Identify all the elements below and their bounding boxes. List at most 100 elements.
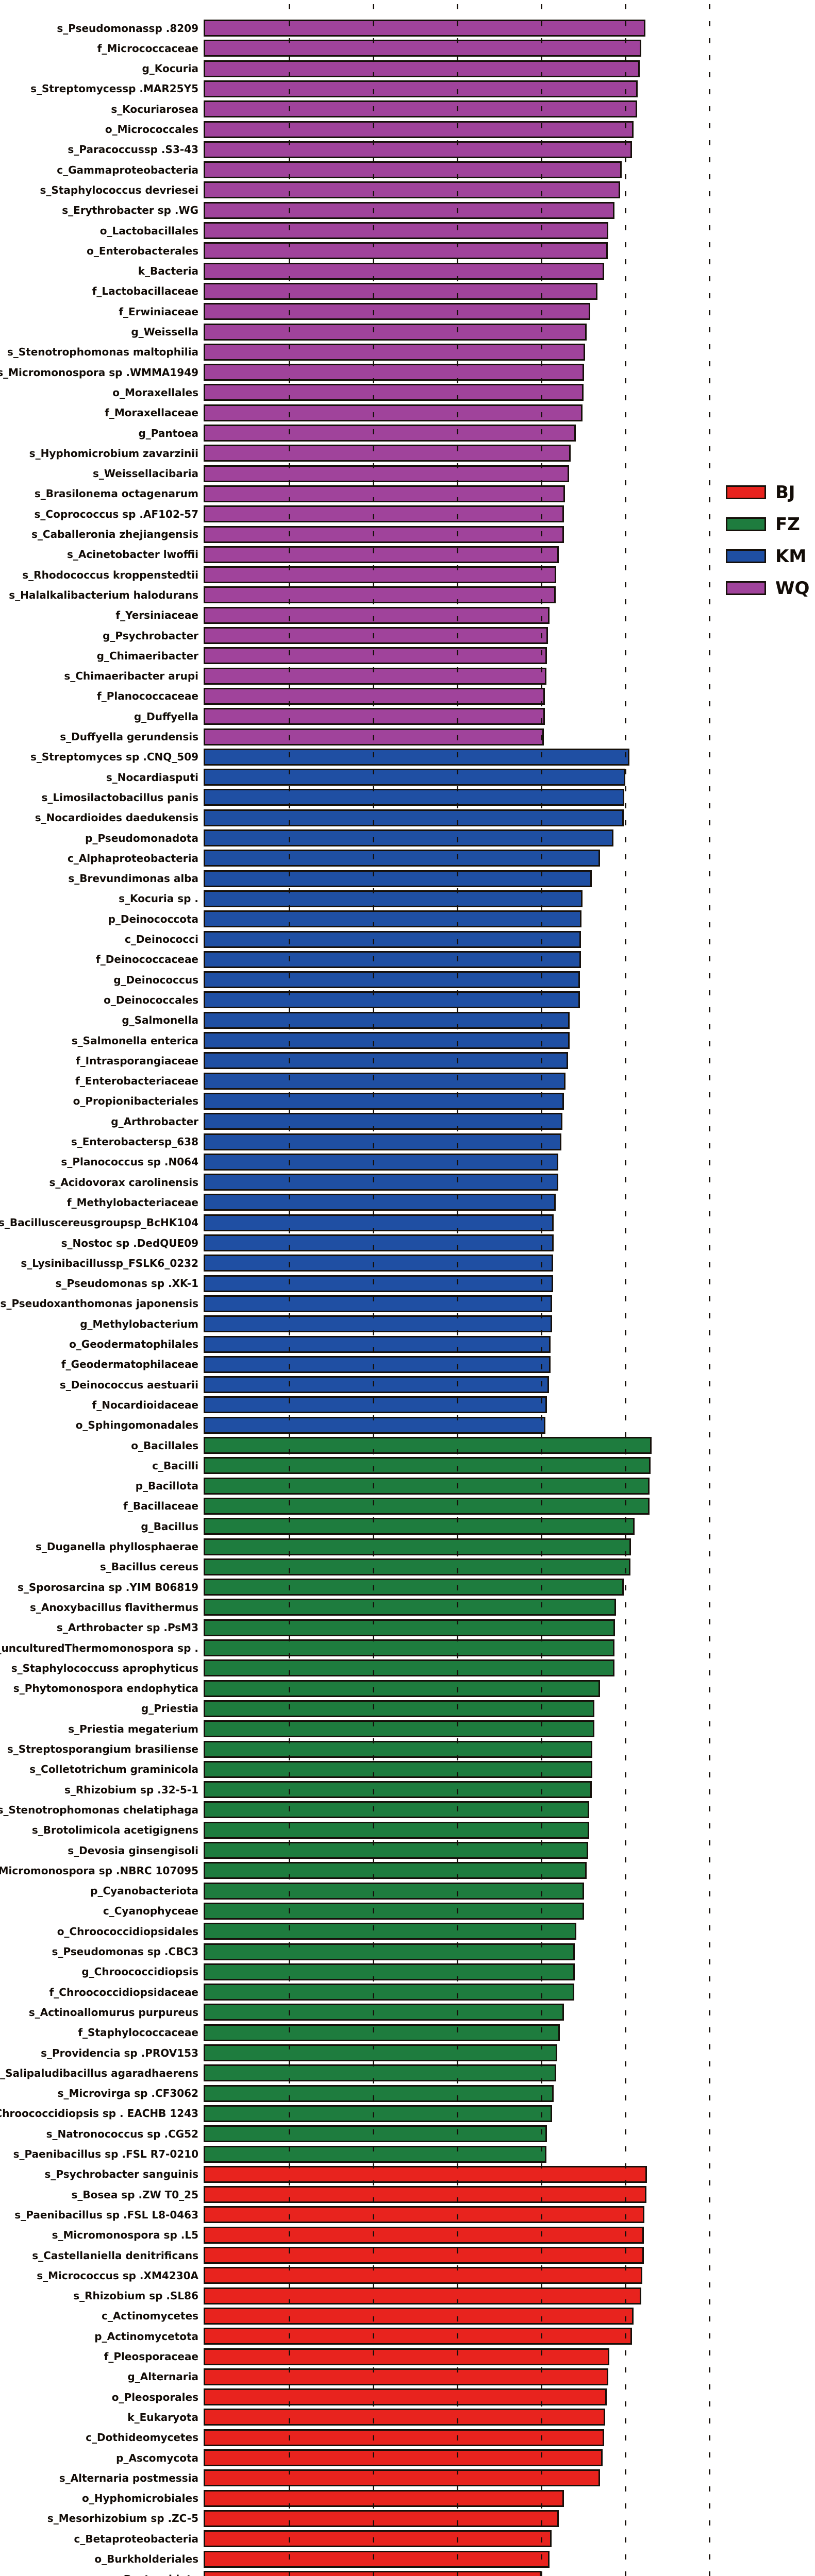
lda-bar-fz [204,1558,630,1575]
lda-bar-fz [204,1457,651,1475]
bar-row: s_Devosia ginsengisoli [0,1842,815,1859]
bar-row: f_Bacillaceae [0,1497,815,1515]
bar-row: s_Paracoccussp .S3-43 [0,141,815,158]
lda-bar-bj [204,2489,564,2507]
taxon-label: k_Bacteria [138,265,198,278]
lda-bar-wq [204,222,609,239]
taxon-label: s_Duganella phyllosphaerae [35,1540,198,1553]
bar-row: s_Rhizobium sp .32-5-1 [0,1781,815,1799]
lda-bar-km [204,789,625,806]
legend-label: WQ [775,578,810,599]
lda-bar-wq [204,121,634,138]
taxon-label: s_Nocardioides daedukensis [35,811,198,824]
lda-bar-wq [204,80,638,97]
taxon-label: g_Salmonella [122,1014,198,1027]
bar-row: s_Psychrobacter sanguinis [0,2165,815,2183]
bar-row: f_Micrococcaceae [0,40,815,57]
taxon-label: s_Providencia sp .PROV153 [41,2046,198,2059]
taxon-label: s_Chimaeribacter arupi [64,670,198,683]
bar-row: f_Pleosporaceae [0,2348,815,2365]
bar-row: o_Hyphomicrobiales [0,2489,815,2507]
taxon-label: s_Salipaludibacillus agaradhaerens [0,2066,198,2079]
taxon-label: s_Hyphomicrobium zavarzinii [29,447,198,460]
bar-row: g_Alternaria [0,2368,815,2385]
bar-row: s_Rhizobium sp .SL86 [0,2287,815,2304]
lda-bar-km [204,1153,558,1171]
taxon-label: s_Staphylococcuss aprophyticus [11,1662,198,1674]
taxon-label: s_Pseudomonas sp .CBC3 [52,1945,198,1958]
lda-bar-bj [204,2530,552,2548]
lda-bar-km [204,1416,546,1434]
taxon-label: o_Chroococcidiopsidales [57,1925,198,1938]
taxon-label: o_Lactobacillales [99,224,198,237]
bar-row: f_Nocardioidaceae [0,1396,815,1414]
lda-bar-wq [204,445,571,462]
bar-row: o_Pleosporales [0,2388,815,2406]
bar-row: s_Micromonospora sp .WMMA1949 [0,364,815,381]
bar-row: s_Pseudoxanthomonas japonensis [0,1295,815,1312]
taxon-label: p_Ascomycota [116,2451,198,2464]
taxon-label: g_Deinococcus [113,973,198,986]
taxon-label: f_Methylobacteriaceae [66,1196,198,1209]
taxon-label: s_Kocuria sp . [119,892,198,905]
bar-row: g_Salmonella [0,1011,815,1029]
taxon-label: s_Rhizobium sp .32-5-1 [64,1783,198,1796]
lda-bar-wq [204,384,584,401]
lda-bar-fz [204,1599,617,1616]
taxon-label: s_Paracoccussp .S3-43 [68,143,198,156]
taxon-label: s_Pseudomonassp .8209 [57,22,198,35]
lda-bar-km [204,1113,562,1130]
lda-bar-km [204,1032,570,1049]
bar-row: f_Enterobacteriaceae [0,1072,815,1090]
bar-row: o_Deinococcales [0,991,815,1009]
taxon-label: f_Geodermatophilaceae [61,1358,198,1371]
bar-row: o_Chroococcidiopsidales [0,1923,815,1940]
lda-bar-bj [204,2469,601,2487]
taxon-label: s_Brotolimicola acetigignens [31,1824,198,1837]
bar-row: f_Erwiniaceae [0,303,815,320]
bar-row: s_unculturedThermomonospora sp . [0,1639,815,1656]
bar-row: s_Nocardioides daedukensis [0,809,815,826]
lda-bar-fz [204,1923,577,1940]
taxon-label: s_unculturedThermomonospora sp . [0,1641,198,1654]
lda-bar-fz [204,1579,624,1596]
taxon-label: s_Pseudoxanthomonas japonensis [0,1297,198,1310]
taxon-label: g_Alternaria [127,2370,198,2383]
lda-bar-fz [204,1659,614,1677]
taxon-label: s_Kocuriarosea [111,103,198,115]
lda-bar-wq [204,627,548,644]
taxon-label: f_Micrococcaceae [97,42,198,55]
bar-row: s_Paenibacillus sp .FSL L8-0463 [0,2206,815,2224]
taxon-label: s_Bacillus cereus [99,1561,198,1573]
bar-row: s_Enterobactersp_638 [0,1133,815,1150]
taxon-label: s_Devosia ginsengisoli [68,1844,198,1857]
bar-row: s_Streptomyces sp .CNQ_509 [0,748,815,766]
lda-bar-wq [204,505,564,523]
lda-bar-wq [204,485,565,502]
legend-label: BJ [775,482,795,503]
taxon-label: s_Alternaria postmessia [59,2471,198,2484]
bar-row: s_Caballeronia zhejiangensis [0,526,815,543]
taxon-label: s_Natronococcus sp .CG52 [46,2127,198,2140]
taxon-label: s_Nocardiasputi [106,771,198,784]
taxon-label: f_Intrasporangiaceae [75,1054,198,1067]
lda-bar-wq [204,141,633,158]
lda-bar-km [204,1092,564,1110]
taxon-label: g_Weissella [131,326,198,338]
taxon-label: f_Nocardioidaceae [92,1398,198,1411]
taxon-label: s_Colletotrichum graminicola [29,1763,198,1776]
taxon-label: s_Halalkalibacterium halodurans [9,588,198,601]
taxon-label: p_Bacillota [135,1480,198,1493]
lda-bar-km [204,748,630,766]
bar-row: g_Duffyella [0,708,815,725]
taxon-label: o_Hyphomicrobiales [82,2492,198,2505]
taxon-label: s_Brasilonema octagenarum [34,487,198,500]
lda-bar-bj [204,2368,609,2385]
bar-row: s_Stenotrophomonas maltophilia [0,343,815,361]
bar-row: g_Deinococcus [0,971,815,989]
bar-row: s_Streptosporangium brasiliense [0,1740,815,1758]
lda-bar-wq [204,20,646,37]
taxon-label: g_Psychrobacter [103,629,198,642]
lda-bar-bj [204,2287,641,2304]
taxon-label: f_Planococcaceae [97,690,198,703]
